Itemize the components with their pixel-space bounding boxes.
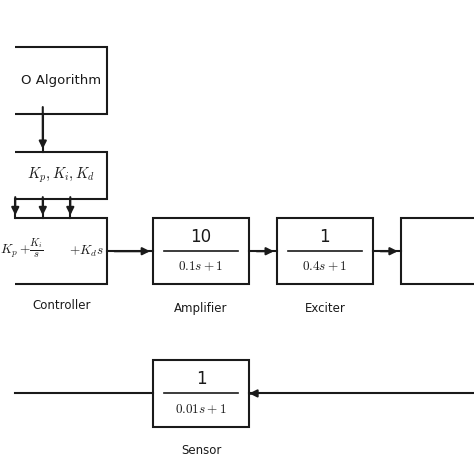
FancyBboxPatch shape [401, 218, 474, 284]
Text: Amplifier: Amplifier [174, 301, 228, 315]
Text: 1: 1 [196, 370, 206, 388]
Text: 1: 1 [319, 228, 330, 246]
FancyBboxPatch shape [153, 360, 249, 427]
Text: $K_p, K_i, K_d$: $K_p, K_i, K_d$ [27, 166, 95, 185]
Text: $0.4s +1$: $0.4s +1$ [302, 260, 347, 273]
Text: Sensor: Sensor [181, 444, 221, 457]
FancyBboxPatch shape [0, 218, 107, 284]
Text: 10: 10 [191, 228, 211, 246]
FancyBboxPatch shape [153, 218, 249, 284]
Text: Exciter: Exciter [304, 301, 346, 315]
Text: $+ K_d s$: $+ K_d s$ [69, 244, 104, 259]
FancyBboxPatch shape [277, 218, 373, 284]
Text: O Algorithm: O Algorithm [21, 74, 101, 87]
FancyBboxPatch shape [0, 152, 107, 199]
Text: Controller: Controller [32, 299, 91, 312]
Text: $0.1s +1$: $0.1s +1$ [178, 260, 224, 273]
FancyBboxPatch shape [0, 47, 107, 114]
Text: $0.01s +1$: $0.01s +1$ [175, 402, 227, 416]
Text: $K_p +$: $K_p +$ [0, 243, 30, 260]
Text: $\frac{K_i}{s}$: $\frac{K_i}{s}$ [29, 236, 43, 260]
